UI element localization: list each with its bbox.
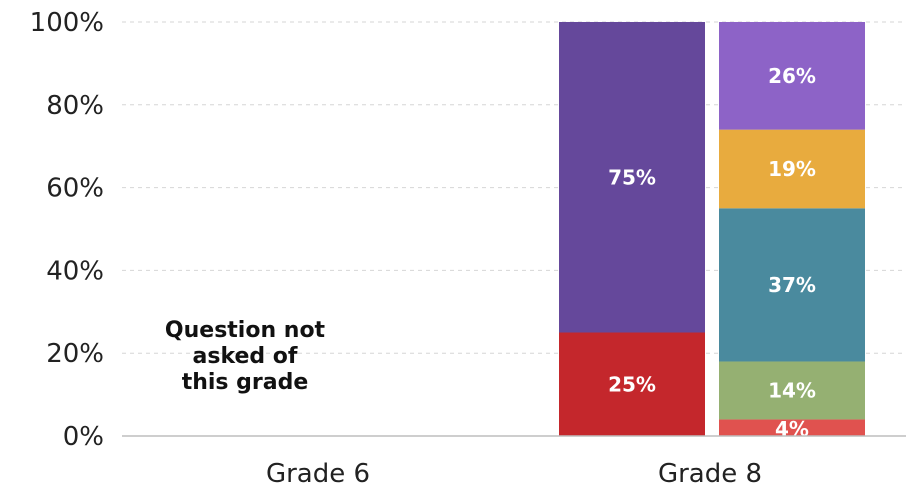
gridlines — [122, 21, 906, 354]
y-tick-label: 20% — [46, 339, 104, 369]
data-label: 75% — [608, 165, 656, 189]
bar-segment — [719, 22, 865, 130]
data-label: 14% — [768, 379, 816, 403]
bar-segment — [719, 361, 865, 420]
bar-segment — [559, 332, 705, 436]
x-tick-label: Grade 6 — [266, 459, 370, 489]
bar-segment — [559, 22, 705, 333]
x-axis-ticks: Grade 6 Grade 8 — [266, 459, 762, 489]
not-asked-annotation: Question not asked of this grade — [165, 318, 326, 395]
data-label: 25% — [608, 372, 656, 396]
data-label: 26% — [768, 64, 816, 88]
y-tick-label: 100% — [30, 8, 104, 38]
y-tick-label: 0% — [63, 422, 104, 452]
bars: 25% 75% 4% 14% 37% 19% 26% — [559, 22, 865, 441]
bar-segment — [719, 419, 865, 436]
y-tick-label: 80% — [46, 91, 104, 121]
bar-segment — [719, 208, 865, 362]
annotation-line: asked of — [193, 344, 298, 369]
data-label: 19% — [768, 157, 816, 181]
annotation-line: Question not — [165, 318, 326, 343]
data-label: 37% — [768, 273, 816, 297]
data-label: 4% — [775, 417, 809, 441]
y-tick-label: 40% — [46, 256, 104, 286]
x-tick-label: Grade 8 — [658, 459, 762, 489]
y-tick-label: 60% — [46, 174, 104, 204]
bar-segment — [719, 129, 865, 209]
y-axis-ticks: 0% 20% 40% 60% 80% 100% — [30, 8, 104, 452]
annotation-line: this grade — [182, 370, 309, 395]
